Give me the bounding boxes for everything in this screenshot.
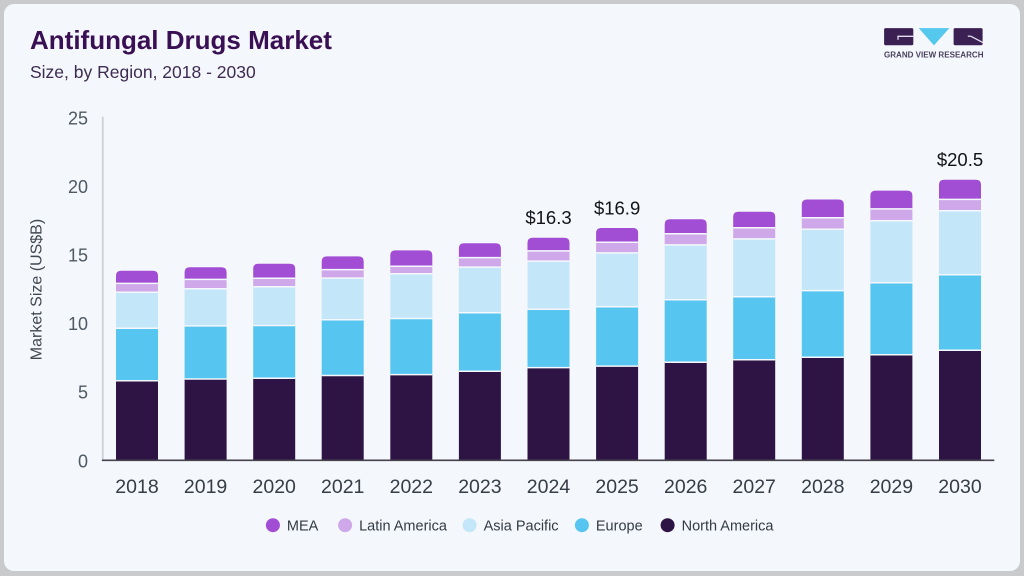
- svg-text:2026: 2026: [664, 476, 707, 498]
- svg-text:Latin America: Latin America: [359, 519, 448, 535]
- svg-text:Europe: Europe: [596, 519, 643, 535]
- svg-text:GRAND VIEW RESEARCH: GRAND VIEW RESEARCH: [884, 50, 984, 59]
- svg-text:2022: 2022: [390, 476, 433, 498]
- svg-text:2020: 2020: [253, 476, 297, 498]
- svg-text:2025: 2025: [595, 476, 639, 498]
- svg-text:2028: 2028: [801, 476, 844, 498]
- svg-text:0: 0: [78, 451, 88, 471]
- svg-text:North America: North America: [682, 519, 775, 535]
- svg-text:2018: 2018: [115, 476, 158, 498]
- svg-text:MEA: MEA: [287, 519, 319, 535]
- svg-text:25: 25: [68, 108, 88, 128]
- svg-text:10: 10: [68, 314, 88, 334]
- svg-text:Market Size (US$B): Market Size (US$B): [29, 219, 46, 360]
- svg-text:2024: 2024: [527, 476, 571, 498]
- svg-text:$20.5: $20.5: [937, 149, 983, 170]
- svg-text:5: 5: [78, 383, 88, 403]
- svg-text:Asia Pacific: Asia Pacific: [484, 519, 559, 535]
- svg-text:$16.9: $16.9: [594, 197, 640, 218]
- svg-text:2021: 2021: [321, 476, 364, 498]
- svg-text:20: 20: [68, 177, 88, 197]
- svg-text:2030: 2030: [938, 476, 982, 498]
- svg-text:2027: 2027: [733, 476, 776, 498]
- svg-text:15: 15: [68, 246, 88, 266]
- svg-text:$16.3: $16.3: [525, 207, 571, 228]
- svg-text:2029: 2029: [870, 476, 913, 498]
- svg-text:2019: 2019: [184, 476, 227, 498]
- svg-text:2023: 2023: [458, 476, 501, 498]
